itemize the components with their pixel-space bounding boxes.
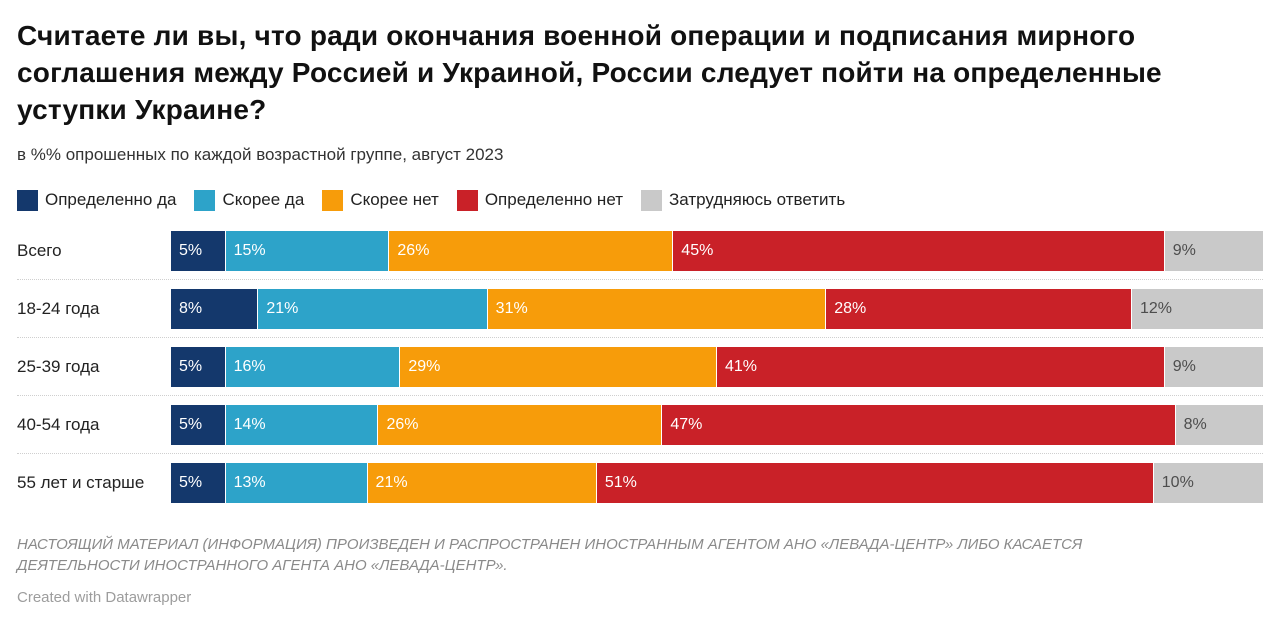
stacked-bar: 5% 14% 26% 47% 8% bbox=[171, 404, 1263, 445]
bar-segment: 8% bbox=[171, 288, 259, 329]
legend-swatch bbox=[194, 189, 216, 211]
legend-item: Скорее нет bbox=[322, 189, 439, 211]
chart-row: 18-24 года 8% 21% 31% 28% 12% bbox=[17, 288, 1263, 329]
bar-segment: 15% bbox=[225, 230, 390, 271]
bar-value-label: 51% bbox=[604, 473, 637, 491]
bar-segment: 5% bbox=[171, 346, 226, 387]
bar-value-label: 41% bbox=[724, 357, 758, 375]
stacked-bar: 5% 16% 29% 41% 9% bbox=[171, 346, 1263, 387]
row-separator bbox=[17, 336, 1263, 338]
bar-value-label: 28% bbox=[834, 299, 867, 317]
legend-label: Определенно нет bbox=[484, 190, 623, 210]
chart-row: Всего 5% 15% 26% 45% 9% bbox=[17, 230, 1263, 271]
bar-segment: 12% bbox=[1131, 288, 1263, 329]
bar-value-label: 12% bbox=[1139, 299, 1172, 317]
bar-value-label: 21% bbox=[266, 299, 299, 317]
bar-value-label: 8% bbox=[1183, 415, 1207, 433]
bar-value-label: 47% bbox=[670, 415, 703, 433]
bar-segment: 8% bbox=[1175, 404, 1263, 445]
chart-title: Считаете ли вы, что ради окончания военн… bbox=[17, 20, 1162, 125]
bar-segment: 13% bbox=[225, 462, 368, 503]
bar-segment: 21% bbox=[258, 288, 488, 329]
bar-value-label: 13% bbox=[233, 473, 266, 491]
row-separator bbox=[17, 278, 1263, 280]
bar-value-label: 8% bbox=[179, 299, 203, 317]
bar-value-label: 26% bbox=[386, 415, 419, 433]
bar-segment: 5% bbox=[171, 462, 226, 503]
legend-swatch bbox=[322, 189, 344, 211]
bar-segment: 26% bbox=[378, 404, 663, 445]
bar-segment: 14% bbox=[225, 404, 379, 445]
legend-swatch bbox=[456, 189, 478, 211]
row-label: 18-24 года bbox=[17, 298, 100, 318]
row-separator bbox=[17, 394, 1263, 396]
bar-segment: 9% bbox=[1164, 346, 1263, 387]
datawrapper-attribution-link[interactable]: Created with Datawrapper bbox=[17, 589, 192, 607]
legend-swatch bbox=[17, 189, 38, 211]
foreign-agent-disclaimer: НАСТОЯЩИЙ МАТЕРИАЛ (ИНФОРМАЦИЯ) ПРОИЗВЕД… bbox=[17, 535, 1083, 575]
bar-segment: 28% bbox=[826, 288, 1132, 329]
bar-value-label: 14% bbox=[233, 415, 266, 433]
row-label: Всего bbox=[17, 240, 62, 260]
legend-item: Определенно нет bbox=[456, 189, 623, 211]
bar-value-label: 9% bbox=[1172, 241, 1196, 259]
bar-value-label: 31% bbox=[495, 299, 528, 317]
chart-row: 55 лет и старше 5% 13% 21% 51% 10% bbox=[17, 462, 1263, 503]
legend-label: Скорее да bbox=[222, 190, 305, 210]
legend-swatch bbox=[641, 189, 662, 211]
bar-value-label: 5% bbox=[179, 241, 203, 259]
bar-value-label: 16% bbox=[233, 357, 266, 375]
legend-label: Затрудняюсь ответить bbox=[669, 190, 846, 210]
bar-segment: 45% bbox=[673, 230, 1165, 271]
legend-label: Определенно да bbox=[45, 190, 177, 210]
chart-subtitle: в %% опрошенных по каждой возрастной гру… bbox=[17, 144, 504, 164]
legend: Определенно да Скорее да Скорее нет Определ… bbox=[17, 189, 1263, 211]
bar-value-label: 5% bbox=[179, 415, 203, 433]
bar-value-label: 15% bbox=[233, 241, 266, 259]
legend-label: Скорее нет bbox=[350, 190, 439, 210]
bar-value-label: 26% bbox=[397, 241, 430, 259]
chart-rows: Всего 5% 15% 26% 45% 9% 18-24 года 8% 21% 31% 28% 1… bbox=[17, 230, 1263, 503]
legend-item: Затрудняюсь ответить bbox=[641, 189, 846, 211]
chart-row: 40-54 года 5% 14% 26% 47% 8% bbox=[17, 404, 1263, 445]
bar-segment: 31% bbox=[487, 288, 827, 329]
bar-value-label: 45% bbox=[681, 241, 714, 259]
row-label: 40-54 года bbox=[17, 414, 100, 434]
bar-segment: 51% bbox=[596, 462, 1154, 503]
stacked-bar: 5% 15% 26% 45% 9% bbox=[171, 230, 1263, 271]
bar-segment: 41% bbox=[716, 346, 1165, 387]
bar-segment: 5% bbox=[171, 404, 226, 445]
legend-item: Определенно да bbox=[17, 189, 177, 211]
bar-segment: 9% bbox=[1164, 230, 1263, 271]
stacked-bar: 5% 13% 21% 51% 10% bbox=[171, 462, 1263, 503]
bar-value-label: 5% bbox=[179, 473, 203, 491]
bar-value-label: 29% bbox=[408, 357, 441, 375]
row-separator bbox=[17, 452, 1263, 454]
row-label: 55 лет и старше bbox=[17, 472, 145, 492]
bar-value-label: 5% bbox=[179, 357, 203, 375]
bar-segment: 5% bbox=[171, 230, 226, 271]
bar-value-label: 10% bbox=[1161, 473, 1194, 491]
legend-item: Скорее да bbox=[194, 189, 305, 211]
bar-segment: 47% bbox=[662, 404, 1176, 445]
chart-row: 25-39 года 5% 16% 29% 41% 9% bbox=[17, 346, 1263, 387]
bar-segment: 16% bbox=[225, 346, 401, 387]
bar-segment: 21% bbox=[367, 462, 597, 503]
bar-segment: 29% bbox=[400, 346, 717, 387]
bar-value-label: 21% bbox=[375, 473, 408, 491]
bar-segment: 10% bbox=[1153, 462, 1263, 503]
bar-segment: 26% bbox=[389, 230, 674, 271]
stacked-bar: 8% 21% 31% 28% 12% bbox=[171, 288, 1263, 329]
bar-value-label: 9% bbox=[1172, 357, 1196, 375]
row-label: 25-39 года bbox=[17, 356, 100, 376]
